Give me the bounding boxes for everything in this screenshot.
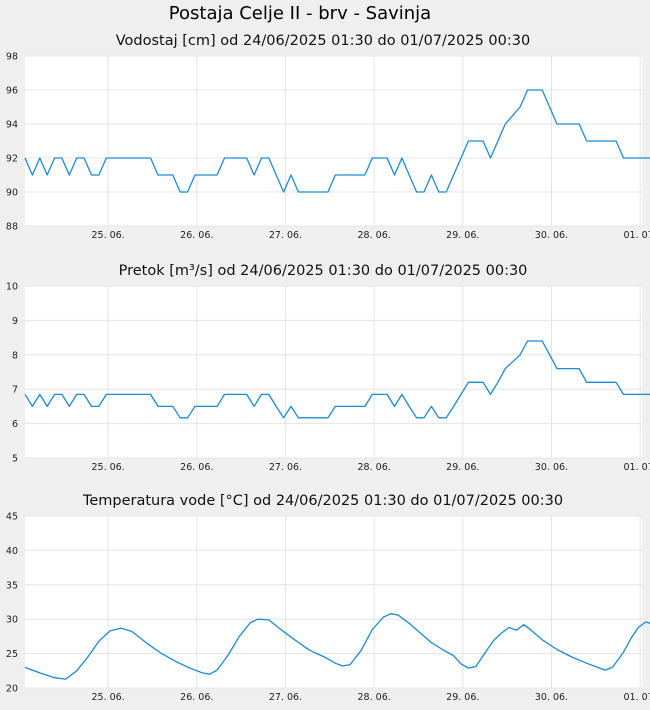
y-tick-label: 88 xyxy=(6,222,18,233)
y-tick-label: 98 xyxy=(6,52,18,63)
y-tick-label: 9 xyxy=(12,316,18,327)
x-tick-label: 01. 07. xyxy=(624,230,650,241)
y-tick-label: 7 xyxy=(12,385,18,396)
x-tick-label: 26. 06. xyxy=(180,462,213,473)
x-tick-label: 28. 06. xyxy=(358,230,391,241)
x-tick-label: 29. 06. xyxy=(446,692,479,703)
chart-title: Pretok [m³/s] od 24/06/2025 01:30 do 01/… xyxy=(119,263,528,279)
y-tick-label: 8 xyxy=(12,350,18,361)
series-line xyxy=(24,613,650,680)
x-tick-label: 25. 06. xyxy=(92,692,125,703)
x-tick-label: 28. 06. xyxy=(358,462,391,473)
y-tick-label: 94 xyxy=(6,120,18,131)
y-tick-label: 25 xyxy=(6,649,18,660)
x-tick-label: 30. 06. xyxy=(535,462,568,473)
x-tick-label: 30. 06. xyxy=(535,692,568,703)
x-tick-label: 26. 06. xyxy=(180,230,213,241)
series-line xyxy=(24,89,650,193)
x-tick-label: 29. 06. xyxy=(446,230,479,241)
chart-title: Temperatura vode [°C] od 24/06/2025 01:3… xyxy=(82,493,563,509)
plot-area xyxy=(25,56,642,226)
page-title: Postaja Celje II - brv - Savinja xyxy=(168,3,432,24)
plot-area xyxy=(25,286,642,458)
y-tick-label: 5 xyxy=(12,454,18,465)
x-tick-label: 27. 06. xyxy=(269,462,302,473)
y-tick-label: 6 xyxy=(12,419,18,430)
chart-title: Vodostaj [cm] od 24/06/2025 01:30 do 01/… xyxy=(116,33,530,49)
x-tick-label: 28. 06. xyxy=(358,692,391,703)
x-tick-label: 26. 06. xyxy=(180,692,213,703)
x-tick-label: 27. 06. xyxy=(269,692,302,703)
x-tick-label: 01. 07. xyxy=(624,462,650,473)
series-line xyxy=(24,340,650,419)
y-tick-label: 90 xyxy=(6,188,18,199)
chart-pretok: Pretok [m³/s] od 24/06/2025 01:30 do 01/… xyxy=(6,263,650,473)
chart-vodostaj: Vodostaj [cm] od 24/06/2025 01:30 do 01/… xyxy=(6,33,650,241)
x-tick-label: 29. 06. xyxy=(446,462,479,473)
chart-temperatura: Temperatura vode [°C] od 24/06/2025 01:3… xyxy=(6,493,650,703)
x-tick-label: 25. 06. xyxy=(92,462,125,473)
plot-area xyxy=(25,516,642,688)
y-tick-label: 20 xyxy=(6,684,18,695)
x-tick-label: 25. 06. xyxy=(92,230,125,241)
y-tick-label: 96 xyxy=(6,86,18,97)
y-tick-label: 30 xyxy=(6,615,18,626)
x-tick-label: 27. 06. xyxy=(269,230,302,241)
y-tick-label: 92 xyxy=(6,154,18,165)
x-tick-label: 01. 07. xyxy=(624,692,650,703)
y-tick-label: 40 xyxy=(6,546,18,557)
y-tick-label: 35 xyxy=(6,580,18,591)
y-tick-label: 45 xyxy=(6,512,18,523)
y-tick-label: 10 xyxy=(6,282,18,293)
x-tick-label: 30. 06. xyxy=(535,230,568,241)
